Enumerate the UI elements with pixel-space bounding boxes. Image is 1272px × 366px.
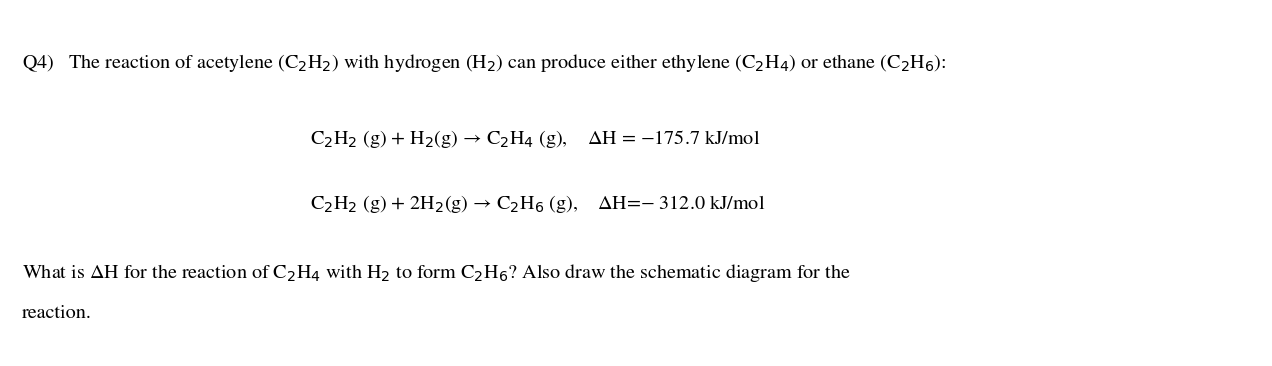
Text: reaction.: reaction. bbox=[22, 305, 92, 322]
Text: C$_2$H$_2$ (g) + 2H$_2$(g) → C$_2$H$_6$ (g),    ΔH=− 312.0 kJ/mol: C$_2$H$_2$ (g) + 2H$_2$(g) → C$_2$H$_6$ … bbox=[310, 193, 766, 215]
Text: What is ΔH for the reaction of C$_2$H$_4$ with H$_2$ to form C$_2$H$_6$? Also dr: What is ΔH for the reaction of C$_2$H$_4… bbox=[22, 262, 851, 284]
Text: Q4)   The reaction of acetylene (C$_2$H$_2$) with hydrogen (H$_2$) can produce e: Q4) The reaction of acetylene (C$_2$H$_2… bbox=[22, 52, 946, 74]
Text: C$_2$H$_2$ (g) + H$_2$(g) → C$_2$H$_4$ (g),    ΔH = −175.7 kJ/mol: C$_2$H$_2$ (g) + H$_2$(g) → C$_2$H$_4$ (… bbox=[310, 128, 761, 150]
